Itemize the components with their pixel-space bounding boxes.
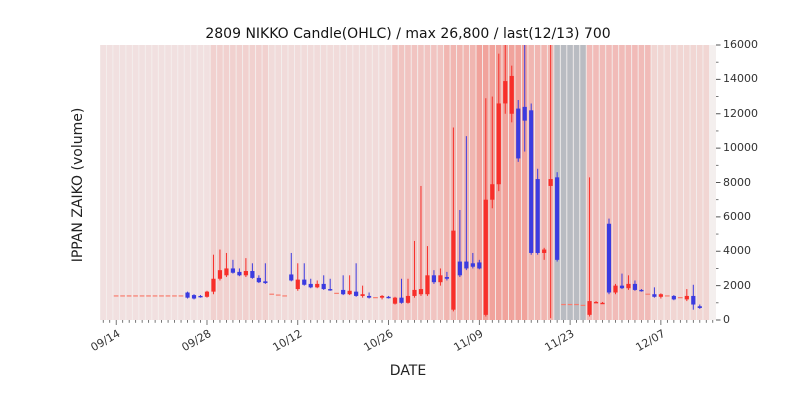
- y-tick-label: 2000: [723, 278, 751, 292]
- y-tick-label: 16000: [723, 38, 758, 51]
- chart-title: 2809 NIKKO Candle(OHLC) / max 26,800 / l…: [205, 26, 611, 42]
- y-tick-label: 4000: [723, 244, 751, 258]
- y-tick-label: 12000: [723, 106, 758, 120]
- y-tick-label: 6000: [723, 209, 751, 223]
- y-tick-label: 0: [723, 313, 730, 326]
- y-tick-label: 8000: [723, 175, 751, 189]
- x-axis-label: DATE: [389, 363, 427, 379]
- y-tick-label: 10000: [723, 141, 758, 155]
- y-tick-label: 14000: [723, 72, 758, 86]
